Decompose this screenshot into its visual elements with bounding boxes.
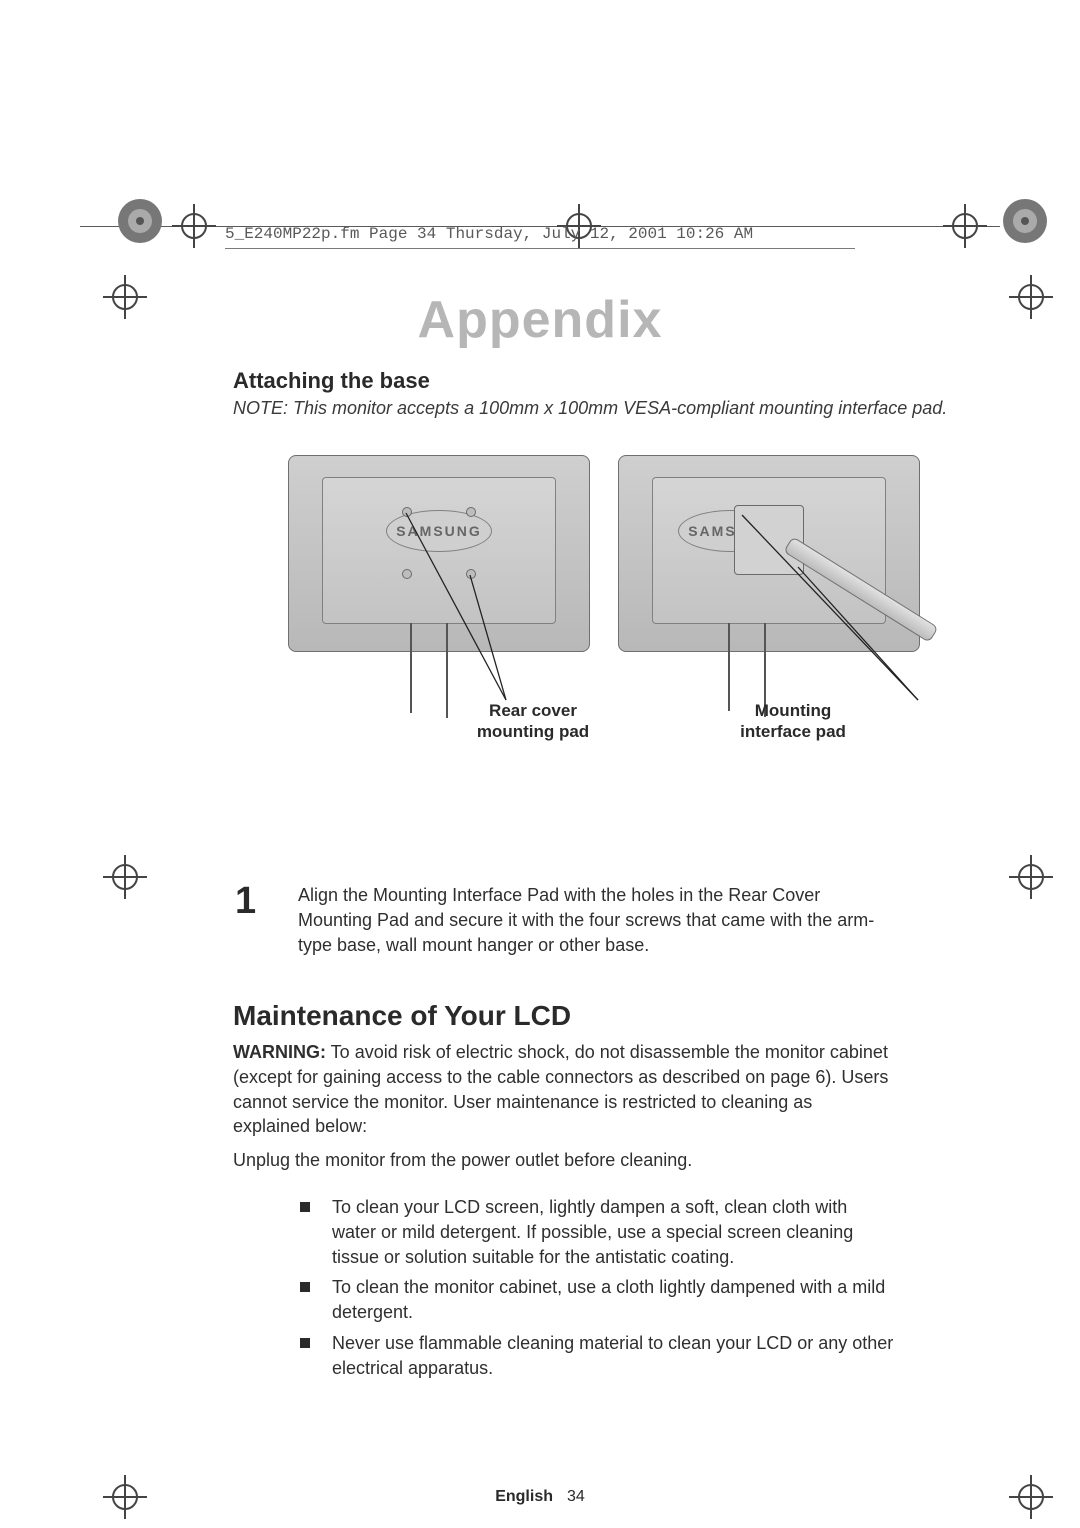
maintenance-warning: WARNING: To avoid risk of electric shock… [233,1040,893,1139]
crop-rosette-icon [1000,196,1050,246]
mounting-figure: SAMSUNG SAMSUNG [288,455,918,775]
step-number: 1 [235,880,256,923]
appendix-heading: Appendix [0,290,1080,350]
attaching-base-heading: Attaching the base [233,368,430,394]
label-line: mounting pad [458,721,608,742]
list-item: Never use flammable cleaning material to… [300,1331,895,1381]
rear-cover-label: Rear cover mounting pad [458,700,608,743]
vesa-note: NOTE: This monitor accepts a 100mm x 100… [233,398,947,419]
label-line: interface pad [718,721,868,742]
warning-text: To avoid risk of electric shock, do not … [233,1042,888,1136]
crop-register-icon [103,855,147,899]
manual-page: 5_E240MP22p.fm Page 34 Thursday, July 12… [0,0,1080,1528]
footer-language: English [495,1488,553,1505]
crop-register-icon [943,204,987,248]
crop-register-icon [172,204,216,248]
list-item: To clean your LCD screen, lightly dampen… [300,1195,895,1269]
label-line: Rear cover [458,700,608,721]
crop-rosette-icon [115,196,165,246]
mounting-interface-label: Mounting interface pad [718,700,868,743]
warning-label: WARNING: [233,1042,326,1062]
page-footer: English 34 [0,1488,1080,1506]
framemaker-meta: 5_E240MP22p.fm Page 34 Thursday, July 12… [225,225,753,243]
monitor-rear-illustration: SAMSUNG [288,455,588,665]
label-line: Mounting [718,700,868,721]
list-item: To clean the monitor cabinet, use a clot… [300,1275,895,1325]
monitor-with-mount-illustration: SAMSUNG [618,455,918,665]
step-text: Align the Mounting Interface Pad with th… [298,883,893,957]
maintenance-unplug: Unplug the monitor from the power outlet… [233,1150,893,1171]
crop-register-icon [1009,855,1053,899]
meta-rule [225,248,855,249]
maintenance-heading: Maintenance of Your LCD [233,1000,571,1032]
maintenance-bullet-list: To clean your LCD screen, lightly dampen… [300,1195,895,1387]
footer-page-number: 34 [567,1488,585,1505]
